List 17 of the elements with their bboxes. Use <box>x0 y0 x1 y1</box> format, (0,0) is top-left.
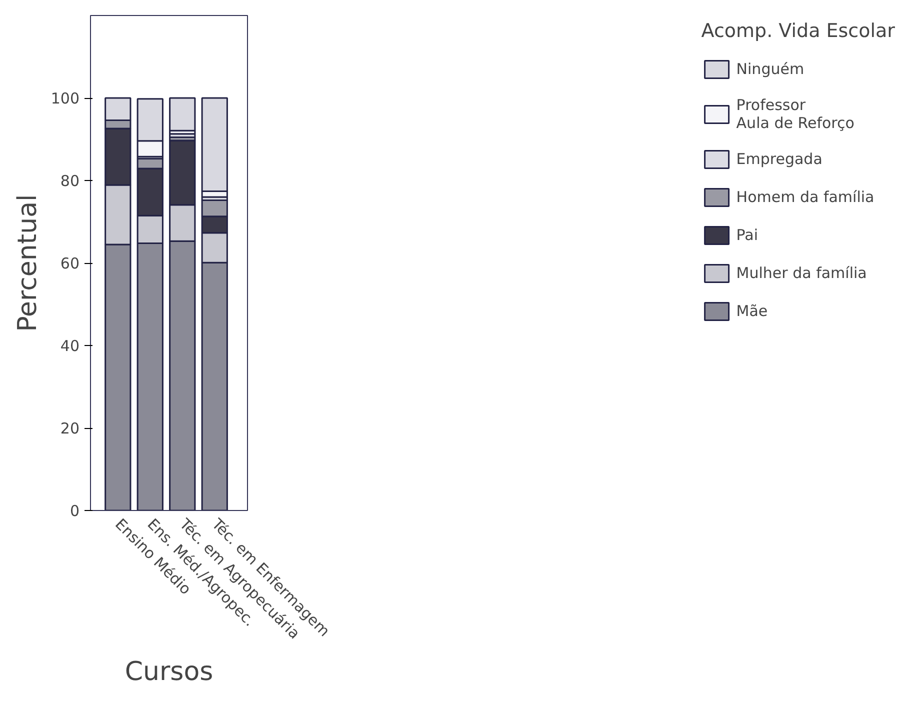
legend-label: Professor Aula de Reforço <box>736 96 854 132</box>
y-axis-title: Percentual <box>12 194 43 332</box>
y-tick-label: 20 <box>60 420 80 438</box>
y-tick-label: 60 <box>60 254 80 272</box>
y-tick-label: 80 <box>60 172 80 190</box>
legend-label: Homem da família <box>736 188 874 206</box>
legend-label: Mãe <box>736 302 768 320</box>
legend-label: Mulher da família <box>736 264 867 282</box>
x-axis-title: Cursos <box>124 656 214 687</box>
bar <box>169 97 196 132</box>
y-tick-label: 100 <box>50 90 80 108</box>
legend-label: Pai <box>736 226 758 244</box>
y-tick-label: 0 <box>70 502 80 520</box>
y-tick-label: 40 <box>60 337 80 355</box>
legend-title: Acomp. Vida Escolar <box>701 20 895 42</box>
legend-label: Ninguém <box>736 60 804 78</box>
legend-label: Empregada <box>736 150 822 168</box>
